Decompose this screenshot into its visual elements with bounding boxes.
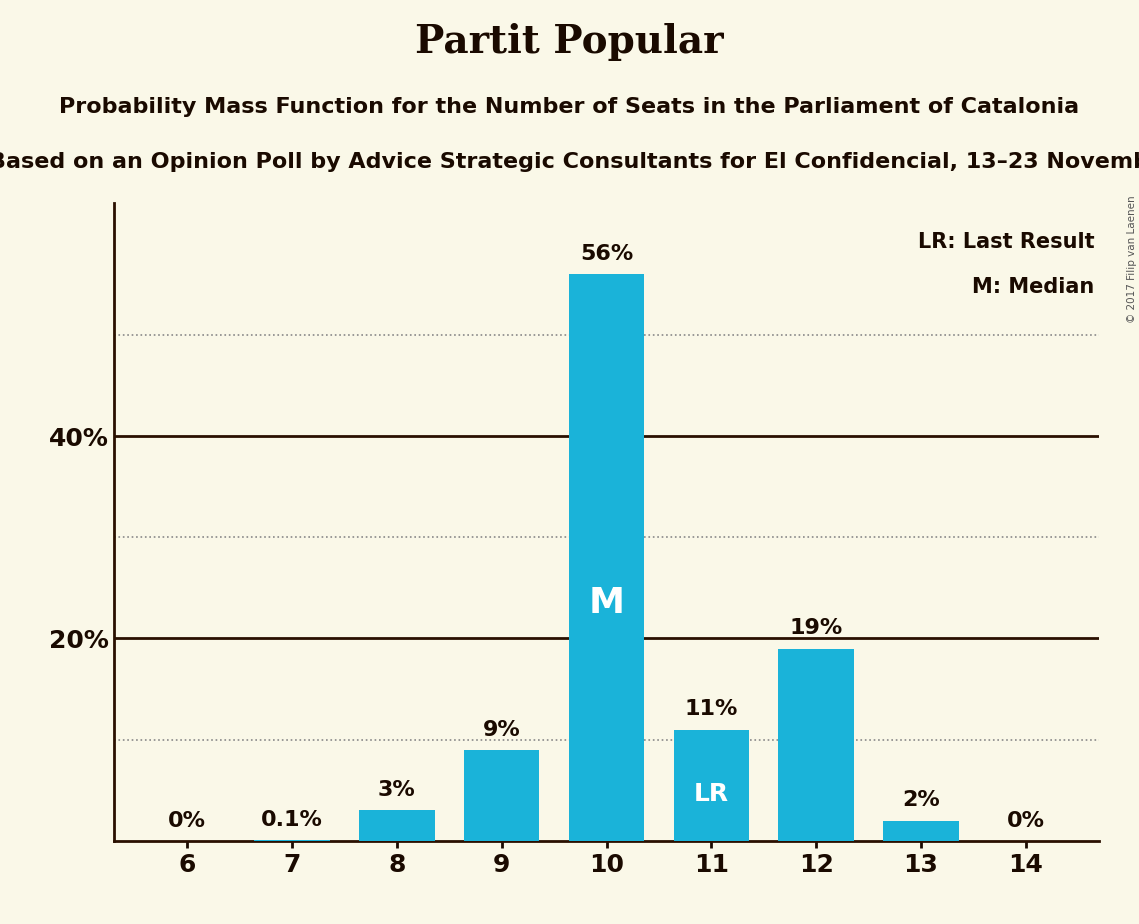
Bar <box>359 810 435 841</box>
Text: 56%: 56% <box>580 244 633 264</box>
Bar <box>464 749 540 841</box>
Text: 9%: 9% <box>483 720 521 739</box>
Bar <box>778 649 854 841</box>
Text: 0%: 0% <box>169 810 206 831</box>
Text: LR: LR <box>694 782 729 806</box>
Bar <box>568 274 645 841</box>
Text: Based on an Opinion Poll by Advice Strategic Consultants for El Confidencial, 13: Based on an Opinion Poll by Advice Strat… <box>0 152 1139 173</box>
Text: Partit Popular: Partit Popular <box>416 23 723 61</box>
Text: Probability Mass Function for the Number of Seats in the Parliament of Catalonia: Probability Mass Function for the Number… <box>59 97 1080 117</box>
Bar <box>673 730 749 841</box>
Text: M: M <box>589 586 624 620</box>
Text: 0%: 0% <box>1007 810 1044 831</box>
Text: 0.1%: 0.1% <box>261 809 323 830</box>
Bar <box>254 840 330 841</box>
Text: 3%: 3% <box>378 781 416 800</box>
Text: © 2017 Filip van Laenen: © 2017 Filip van Laenen <box>1126 195 1137 322</box>
Text: M: Median: M: Median <box>972 276 1095 297</box>
Text: 19%: 19% <box>789 618 843 638</box>
Text: 2%: 2% <box>902 790 940 810</box>
Bar <box>883 821 959 841</box>
Text: 11%: 11% <box>685 699 738 720</box>
Text: LR: Last Result: LR: Last Result <box>918 232 1095 252</box>
